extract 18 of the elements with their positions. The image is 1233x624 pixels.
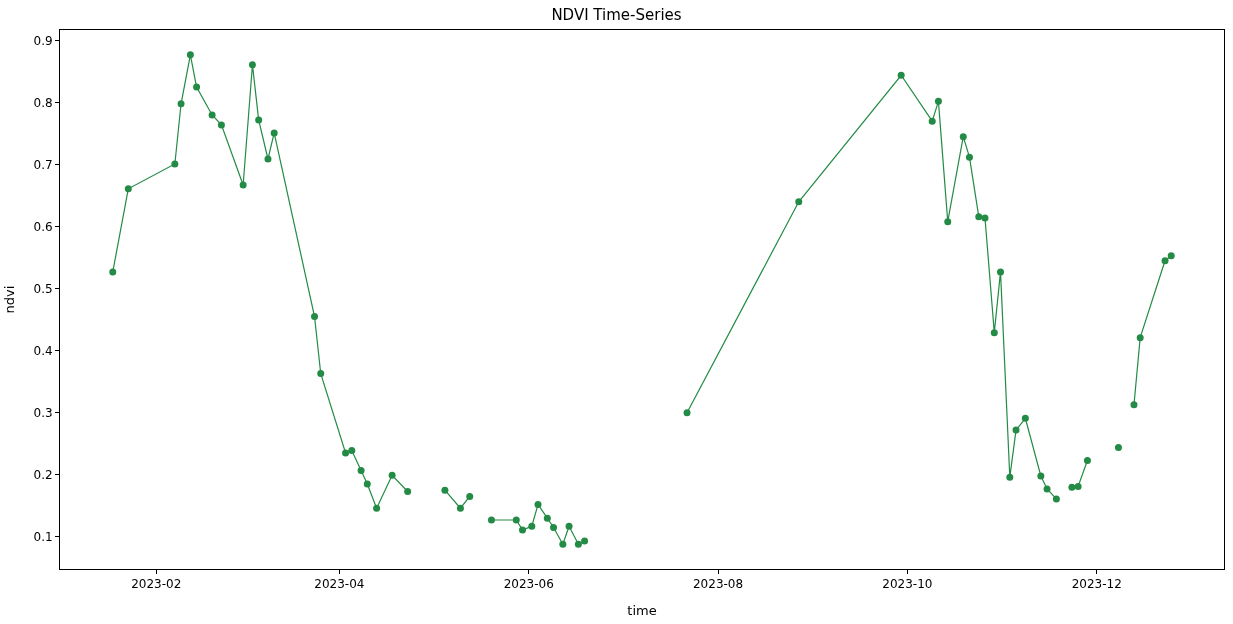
x-axis-title: time <box>627 603 657 618</box>
y-tick-label: 0.8 <box>33 95 53 110</box>
y-axis-title: ndvi <box>2 285 18 314</box>
x-tick-label: 2023-10 <box>882 577 933 592</box>
y-tick-label: 0.5 <box>33 281 53 296</box>
x-tick-label: 2023-04 <box>314 577 365 592</box>
x-tick-label: 2023-08 <box>692 577 744 592</box>
y-tick-label: 0.6 <box>33 219 53 234</box>
y-tick-label: 0.2 <box>33 467 53 482</box>
y-tick-label: 0.7 <box>33 157 53 172</box>
x-tick-label: 2023-06 <box>503 577 554 592</box>
x-tick-label: 2023-12 <box>1071 577 1122 592</box>
chart-title: NDVI Time-Series <box>551 5 682 24</box>
y-tick-label: 0.4 <box>33 343 53 358</box>
x-tick-label: 2023-02 <box>131 577 182 592</box>
y-tick-label: 0.3 <box>33 405 53 420</box>
y-tick-label: 0.1 <box>33 529 53 544</box>
y-tick-label: 0.9 <box>33 33 53 48</box>
